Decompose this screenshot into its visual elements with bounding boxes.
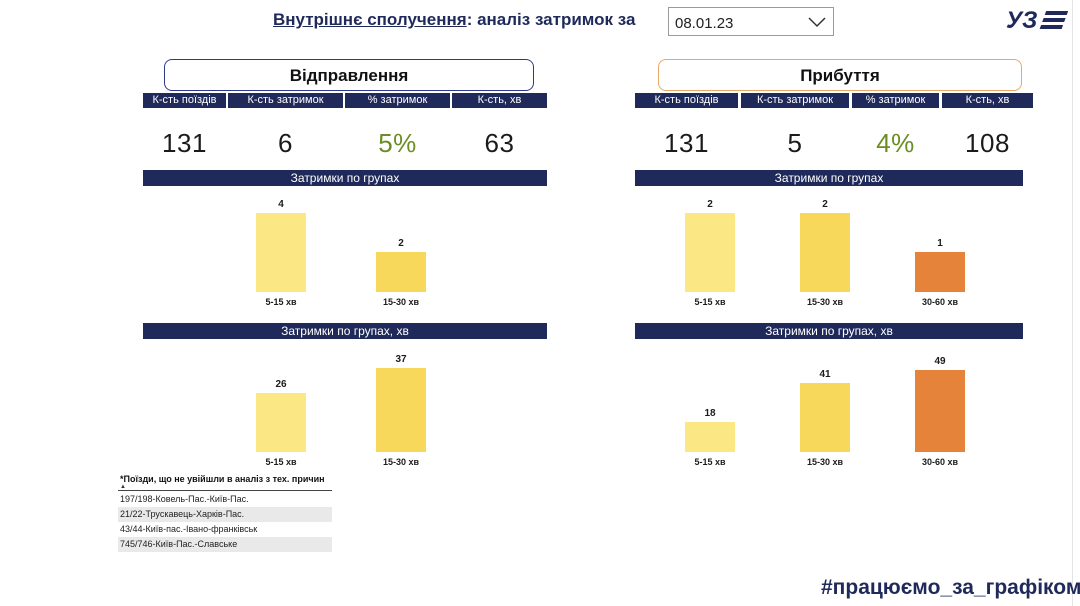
chevron-down-icon: [808, 17, 826, 28]
dep-minutes-bar[interactable]: [256, 393, 306, 452]
dep-groups-category-label: 15-30 хв: [382, 297, 420, 307]
arr-kpi-minutes: 108: [965, 128, 1010, 158]
arr-kpi-header-delays: К-сть затримок: [741, 93, 849, 108]
arr-groups-value-label: 1: [937, 238, 943, 249]
dep-minutes-bar[interactable]: [376, 368, 426, 452]
arr-chart2-title: Затримки по групах, хв: [635, 323, 1023, 339]
dep-groups-category-label: 5-15 хв: [265, 297, 297, 307]
arr-kpi-delays: 5: [787, 128, 803, 158]
arr-groups-bar[interactable]: [800, 213, 850, 292]
arr-minutes-bar[interactable]: [800, 383, 850, 452]
arr-minutes-value-label: 18: [704, 408, 716, 419]
dep-minutes-value-label: 37: [395, 354, 407, 365]
arr-groups-category-label: 15-30 хв: [806, 297, 844, 307]
dep-kpi-pct: 5%: [378, 128, 417, 158]
arr-kpi-header-trains: К-сть поїздів: [635, 93, 738, 108]
excluded-title: *Поїзди, що не увійшли в аналіз з тех. п…: [120, 474, 325, 484]
excluded-row: 745/746-Київ-Пас.-Славське: [118, 537, 332, 552]
dep-groups-value-label: 4: [278, 199, 284, 210]
excluded-row: 197/198-Ковель-Пас.-Київ-Пас.: [120, 494, 249, 504]
dep-minutes-category-label: 5-15 хв: [265, 457, 297, 467]
arr-minutes-category-label: 30-60 хв: [921, 457, 959, 467]
dep-chart2-title: Затримки по групах, хв: [143, 323, 547, 339]
arr-chart1-title: Затримки по групах: [635, 170, 1023, 186]
title-link[interactable]: Внутрішнє сполучення: [273, 10, 467, 29]
arr-minutes-value-label: 49: [934, 356, 946, 367]
arr-minutes-category-label: 5-15 хв: [694, 457, 726, 467]
arr-groups-bar[interactable]: [915, 252, 965, 292]
arr-minutes-bar[interactable]: [915, 370, 965, 452]
dep-groups-bar[interactable]: [376, 252, 426, 292]
arr-groups-bar[interactable]: [685, 213, 735, 292]
excluded-row: 21/22-Трускавець-Харків-Пас.: [118, 507, 332, 522]
dep-kpi-header-minutes: К-сть, хв: [452, 93, 547, 108]
dep-kpi-minutes: 63: [484, 128, 515, 158]
arr-kpi-pct: 4%: [876, 128, 915, 158]
dep-kpi-delays: 6: [278, 128, 293, 158]
dep-kpi-header-trains: К-сть поїздів: [143, 93, 226, 108]
arr-minutes-category-label: 15-30 хв: [806, 457, 844, 467]
dep-groups-bar[interactable]: [256, 213, 306, 292]
dep-kpi-header-pct: % затримок: [345, 93, 450, 108]
sort-caret-icon[interactable]: ▲: [120, 484, 126, 490]
arr-kpi-trains: 131: [664, 128, 709, 158]
title-text: : аналіз затримок за: [466, 10, 636, 29]
right-border-line: [1072, 0, 1073, 606]
uz-logo: УЗ: [1004, 6, 1074, 37]
arr-minutes-bar[interactable]: [685, 422, 735, 452]
arr-groups-value-label: 2: [822, 199, 828, 210]
footer-hashtag: #працюємо_за_графіком: [821, 576, 1080, 599]
departure-section-title: Відправлення: [164, 59, 534, 91]
arr-groups-value-label: 2: [707, 199, 713, 210]
arr-groups-category-label: 5-15 хв: [694, 297, 726, 307]
arr-kpi-header-pct: % затримок: [852, 93, 939, 108]
arr-kpi-header-minutes: К-сть, хв: [942, 93, 1033, 108]
dep-chart1-title: Затримки по групах: [143, 170, 547, 186]
dep-kpi-header-delays: К-сть затримок: [228, 93, 343, 108]
arr-minutes-value-label: 41: [819, 369, 831, 380]
svg-text:УЗ: УЗ: [1006, 7, 1037, 32]
arr-groups-category-label: 30-60 хв: [921, 297, 959, 307]
date-value: 08.01.23: [675, 15, 734, 32]
dep-groups-value-label: 2: [398, 238, 404, 249]
dep-minutes-category-label: 15-30 хв: [382, 457, 420, 467]
date-select[interactable]: 08.01.23: [668, 7, 834, 36]
excluded-row: 43/44-Київ-пас.-Івано-франківськ: [120, 524, 258, 534]
dep-minutes-value-label: 26: [275, 379, 287, 390]
arrival-section-title: Прибуття: [658, 59, 1022, 91]
page-title: Внутрішнє сполучення: аналіз затримок за: [273, 10, 635, 30]
excluded-divider: [118, 490, 332, 491]
dep-kpi-trains: 131: [162, 128, 207, 158]
